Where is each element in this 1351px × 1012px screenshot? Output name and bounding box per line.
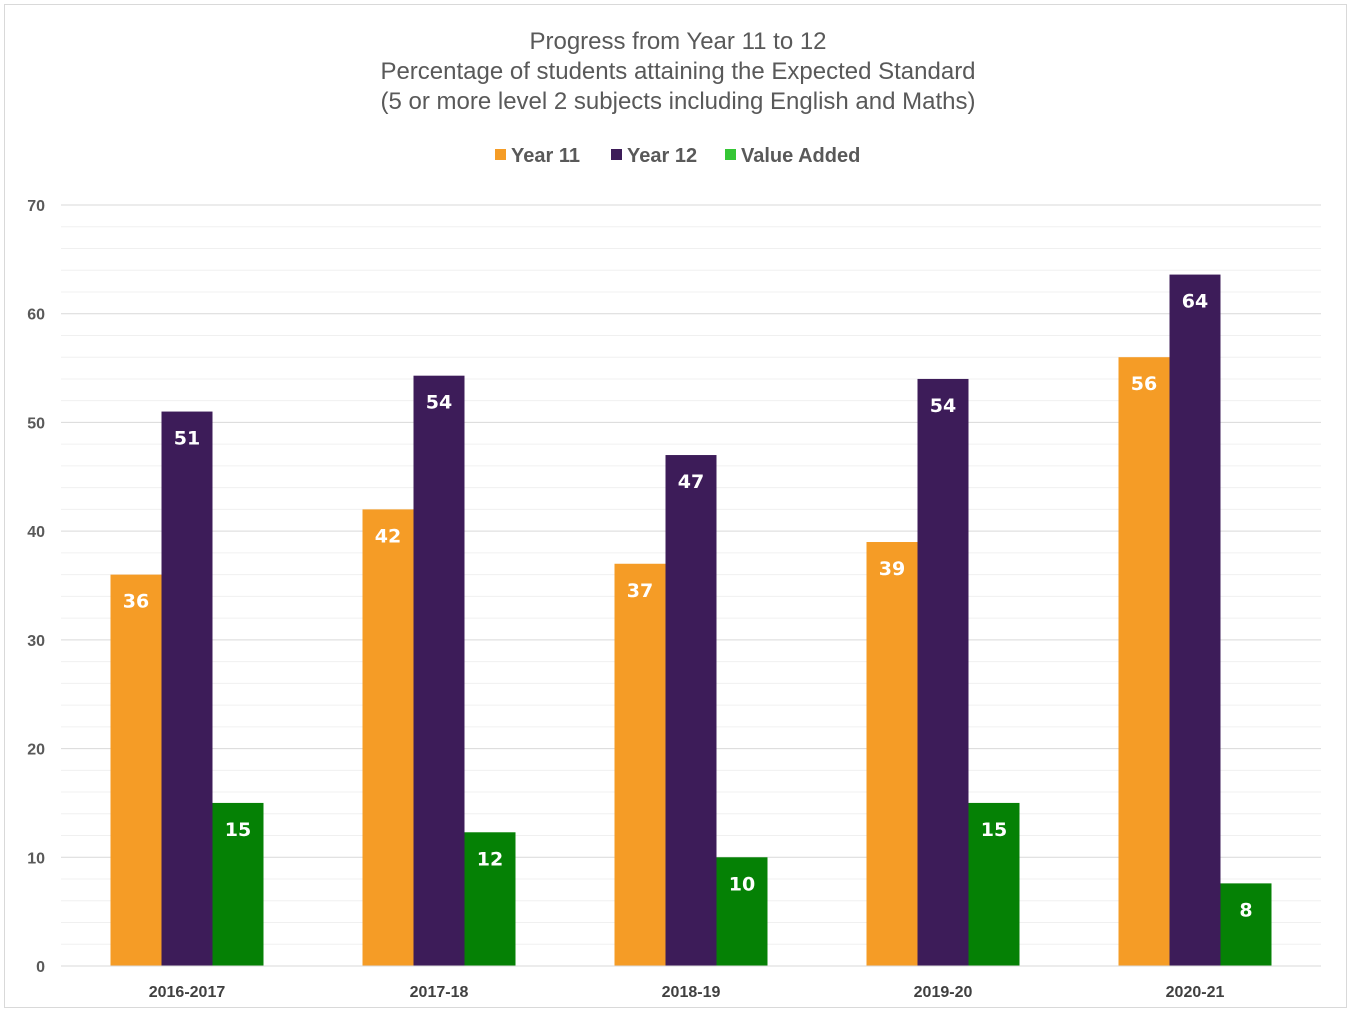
data-label-value-added-2017-18: 12 [477, 848, 503, 870]
y-tick-label-50: 50 [27, 415, 45, 432]
y-tick-label-60: 60 [27, 307, 45, 324]
y-tick-label-20: 20 [27, 742, 45, 759]
x-tick-label-2016-2017: 2016-2017 [149, 984, 226, 1001]
x-axis: 2016-2017 2017-18 2018-19 2019-20 2020-21 [61, 965, 1321, 1001]
bar-year-11-2018-19 [614, 563, 666, 966]
legend-label-year-11: Year 11 [511, 145, 580, 167]
data-label-year-12-2018-19: 47 [678, 471, 704, 493]
data-label-year-11-2019-20: 39 [879, 558, 905, 580]
x-tick-label-2017-18: 2017-18 [410, 984, 469, 1001]
data-label-value-added-2020-21: 8 [1239, 899, 1252, 921]
bar-value-added-2018-19 [716, 857, 768, 966]
y-tick-label-10: 10 [27, 850, 45, 867]
legend: Year 11 Year 12 Value Added [495, 145, 860, 167]
bar-year-12-2016-2017 [161, 411, 213, 966]
x-tick-label-2020-21: 2020-21 [1166, 984, 1225, 1001]
bar-year-12-2020-21 [1169, 274, 1221, 966]
y-tick-label-30: 30 [27, 633, 45, 650]
chart-title: Progress from Year 11 to 12 Percentage o… [380, 28, 975, 115]
title-line-3: (5 or more level 2 subjects including En… [381, 88, 976, 115]
bar-year-12-2019-20 [917, 378, 969, 966]
legend-swatch-value-added [725, 149, 736, 160]
data-label-year-12-2020-21: 64 [1182, 291, 1208, 313]
y-tick-label-70: 70 [27, 198, 45, 215]
bar-value-added-2016-2017 [212, 802, 264, 966]
data-label-year-12-2019-20: 54 [930, 395, 956, 417]
bar-year-11-2019-20 [866, 542, 918, 966]
bar-year-12-2018-19 [665, 455, 717, 966]
title-line-2: Percentage of students attaining the Exp… [380, 58, 975, 85]
bar-value-added-2019-20 [968, 802, 1020, 966]
bar-year-11-2016-2017 [110, 574, 162, 966]
data-label-year-11-2016-2017: 36 [123, 591, 149, 613]
legend-swatch-year-11 [495, 149, 506, 160]
chart-frame [4, 4, 1347, 1008]
data-label-value-added-2018-19: 10 [729, 873, 755, 895]
y-tick-label-40: 40 [27, 524, 45, 541]
legend-label-year-12: Year 12 [627, 145, 697, 167]
data-label-year-12-2016-2017: 51 [174, 428, 200, 450]
y-axis: 0 10 20 30 40 50 60 70 [27, 198, 45, 976]
x-tick-label-2018-19: 2018-19 [662, 984, 721, 1001]
data-label-value-added-2016-2017: 15 [225, 819, 251, 841]
bars: 36 51 15 42 54 12 37 47 10 39 54 15 56 64 8 [110, 274, 1272, 967]
y-tick-label-0: 0 [36, 959, 45, 976]
bar-year-11-2020-21 [1118, 357, 1170, 966]
bar-value-added-2017-18 [464, 832, 516, 966]
data-label-year-11-2018-19: 37 [627, 580, 653, 602]
legend-swatch-year-12 [611, 149, 622, 160]
data-label-value-added-2019-20: 15 [981, 819, 1007, 841]
title-line-1: Progress from Year 11 to 12 [529, 28, 826, 55]
legend-label-value-added: Value Added [741, 145, 860, 167]
data-label-year-12-2017-18: 54 [426, 392, 452, 414]
bar-value-added-2020-21 [1220, 883, 1272, 966]
bar-year-12-2017-18 [413, 375, 465, 967]
x-tick-label-2019-20: 2019-20 [914, 984, 973, 1001]
data-label-year-11-2017-18: 42 [375, 525, 401, 547]
bar-year-11-2017-18 [362, 509, 414, 966]
data-label-year-11-2020-21: 56 [1131, 373, 1157, 395]
